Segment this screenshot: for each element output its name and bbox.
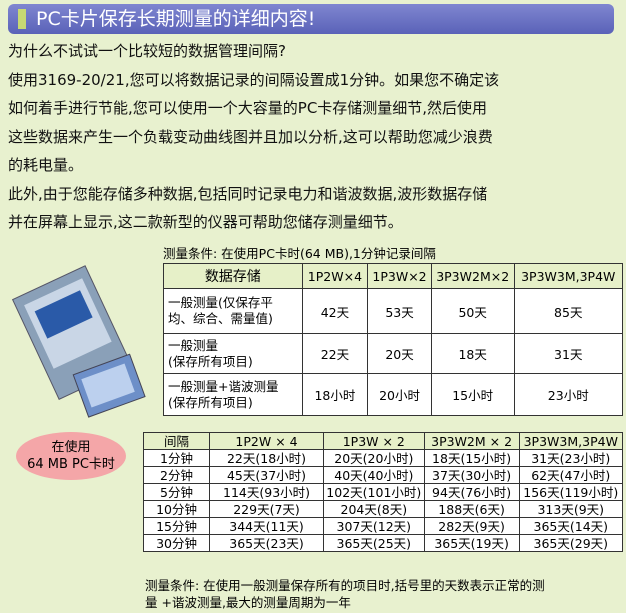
header-row: 间隔 1P2W × 4 1P3W × 2 3P3W2M × 2 3P3W3M,3P4W xyxy=(142,432,624,450)
cell: 31天 xyxy=(513,333,623,374)
cell: 85天 xyxy=(513,288,623,334)
cell: 365天(29天) xyxy=(518,534,624,552)
cell: 62天(47小时) xyxy=(518,466,624,484)
cell: 22天(18小时) xyxy=(209,449,324,467)
header-cell: 1P2W×4 xyxy=(301,263,369,289)
text-line: 为什么不试试一个比较短的数据管理间隔? xyxy=(8,42,286,60)
footnote: 测量条件: 在使用一般测量保存所有的项目时,括号里的天数表示正常的测量 +谐波测… xyxy=(145,577,545,611)
row: 一般测量+谐波测量 (保存所有项目) 18小时 20小时 15小时 23小时 xyxy=(163,373,623,416)
label-line: 一般测量+谐波测量 xyxy=(168,378,279,394)
cell: 40天(40小时) xyxy=(322,466,425,484)
cell: 229天(7天) xyxy=(209,500,324,518)
table1-caption: 测量条件: 在使用PC卡时(64 MB),1分钟记录间隔 xyxy=(163,246,436,261)
text-line: 并在屏幕上显示,这二款新型的仪器可帮助您储存测量细节。 xyxy=(8,213,403,231)
cell: 15分钟 xyxy=(142,517,211,535)
cell: 204天(8天) xyxy=(322,500,425,518)
header-cell: 1P2W × 4 xyxy=(209,432,324,450)
table2: 间隔 1P2W × 4 1P3W × 2 3P3W2M × 2 3P3W3M,3P4W 1… xyxy=(142,432,624,552)
row: 一般测量(仅保存平 均、综合、需量值) 42天 53天 50天 85天 xyxy=(163,288,623,334)
text-line: 这些数据来产生一个负载变动曲线图并且加以分析,这可以帮助您减少浪费 xyxy=(8,127,493,146)
label-line: 一般测量 xyxy=(168,337,219,353)
cell: 42天 xyxy=(301,288,369,334)
text-line: 使用3169-20/21,您可以将数据记录的间隔设置成1分钟。如果您不确定该 xyxy=(8,70,500,89)
cell: 22天 xyxy=(301,333,369,374)
cell: 20天 xyxy=(367,333,432,374)
header-cell: 1P3W×2 xyxy=(367,263,432,289)
footnote-line: 量 +谐波测量,最大的测量周期为一年 xyxy=(145,595,351,610)
header-cell: 数据存储 xyxy=(163,263,303,289)
row: 一般测量 (保存所有项目) 22天 20天 18天 31天 xyxy=(163,333,623,374)
pc-card-image xyxy=(11,265,146,418)
cell: 18小时 xyxy=(301,373,369,416)
cell: 365天(25天) xyxy=(322,534,425,552)
cell: 30分钟 xyxy=(142,534,211,552)
text-line: 的耗电量。 xyxy=(8,156,84,174)
cell: 15小时 xyxy=(430,373,515,416)
cell: 344天(11天) xyxy=(209,517,324,535)
cell: 37天(30小时) xyxy=(423,466,520,484)
footnote-line: 测量条件: 在使用一般测量保存所有的项目时,括号里的天数表示正常的测 xyxy=(145,578,545,593)
cell: 20小时 xyxy=(367,373,432,416)
label-line: (保存所有项目) xyxy=(168,353,253,369)
cell: 307天(12天) xyxy=(322,517,425,535)
cell: 365天(19天) xyxy=(423,534,520,552)
badge-line: 在使用 xyxy=(51,440,91,455)
title: PC卡片保存长期测量的详细内容! xyxy=(8,4,614,34)
label-line: 均、综合、需量值) xyxy=(168,311,273,326)
cell: 94天(76小时) xyxy=(423,483,520,501)
header-cell: 3P3W3M,3P4W xyxy=(518,432,624,450)
cell: 20天(20小时) xyxy=(322,449,425,467)
table1: 数据存储 1P2W×4 1P3W×2 3P3W2M×2 3P3W3M,3P4W 一般测量(… xyxy=(163,263,623,416)
cell: 282天(9天) xyxy=(423,517,520,535)
header-row: 数据存储 1P2W×4 1P3W×2 3P3W2M×2 3P3W3M,3P4W xyxy=(163,263,623,289)
cell: 188天(6天) xyxy=(423,500,520,518)
row: 2分钟 45天(37小时) 40天(40小时) 37天(30小时) 62天(47小时) xyxy=(142,466,624,484)
cell: 18天 xyxy=(430,333,515,374)
header-cell: 3P3W3M,3P4W xyxy=(513,263,623,289)
cell: 313天(9天) xyxy=(518,500,624,518)
row-label: 一般测量(仅保存平 均、综合、需量值) xyxy=(163,288,303,334)
cell: 5分钟 xyxy=(142,483,211,501)
row: 5分钟 114天(93小时) 102天(101小时) 94天(76小时) 156天(11… xyxy=(142,483,624,501)
row-label: 一般测量+谐波测量 (保存所有项目) xyxy=(163,373,303,416)
row: 10分钟 229天(7天) 204天(8天) 188天(6天) 313天(9天) xyxy=(142,500,624,518)
cell: 114天(93小时) xyxy=(209,483,324,501)
text-line: 此外,由于您能存储多种数据,包括同时记录电力和谐波数据,波形数据存储 xyxy=(8,184,488,203)
row: 1分钟 22天(18小时) 20天(20小时) 18天(15小时) 31天(23小时) xyxy=(142,449,624,467)
cell: 53天 xyxy=(367,288,432,334)
header-cell: 3P3W2M×2 xyxy=(430,263,515,289)
cell: 10分钟 xyxy=(142,500,211,518)
header-cell: 3P3W2M × 2 xyxy=(423,432,520,450)
cell: 365天(23天) xyxy=(209,534,324,552)
badge: 在使用 64 MB PC卡时 xyxy=(16,432,126,480)
cell: 156天(119小时) xyxy=(518,483,624,501)
cell: 31天(23小时) xyxy=(518,449,624,467)
cell: 2分钟 xyxy=(142,466,211,484)
cell: 102天(101小时) xyxy=(322,483,425,501)
label-line: (保存所有项目) xyxy=(168,394,253,410)
cell: 1分钟 xyxy=(142,449,211,467)
cell: 50天 xyxy=(430,288,515,334)
cell: 45天(37小时) xyxy=(209,466,324,484)
cell: 18天(15小时) xyxy=(423,449,520,467)
header-cell: 1P3W × 2 xyxy=(322,432,425,450)
cell: 23小时 xyxy=(513,373,623,416)
badge-line: 64 MB PC卡时 xyxy=(27,457,115,472)
label-line: 一般测量(仅保存平 xyxy=(168,295,273,310)
row: 15分钟 344天(11天) 307天(12天) 282天(9天) 365天(14天) xyxy=(142,517,624,535)
header-cell: 间隔 xyxy=(142,432,211,450)
cell: 365天(14天) xyxy=(518,517,624,535)
row-label: 一般测量 (保存所有项目) xyxy=(163,333,303,374)
text-line: 如何着手进行节能,您可以使用一个大容量的PC卡存储测量细节,然后使用 xyxy=(8,99,488,117)
row: 30分钟 365天(23天) 365天(25天) 365天(19天) 365天(29天) xyxy=(142,534,624,552)
